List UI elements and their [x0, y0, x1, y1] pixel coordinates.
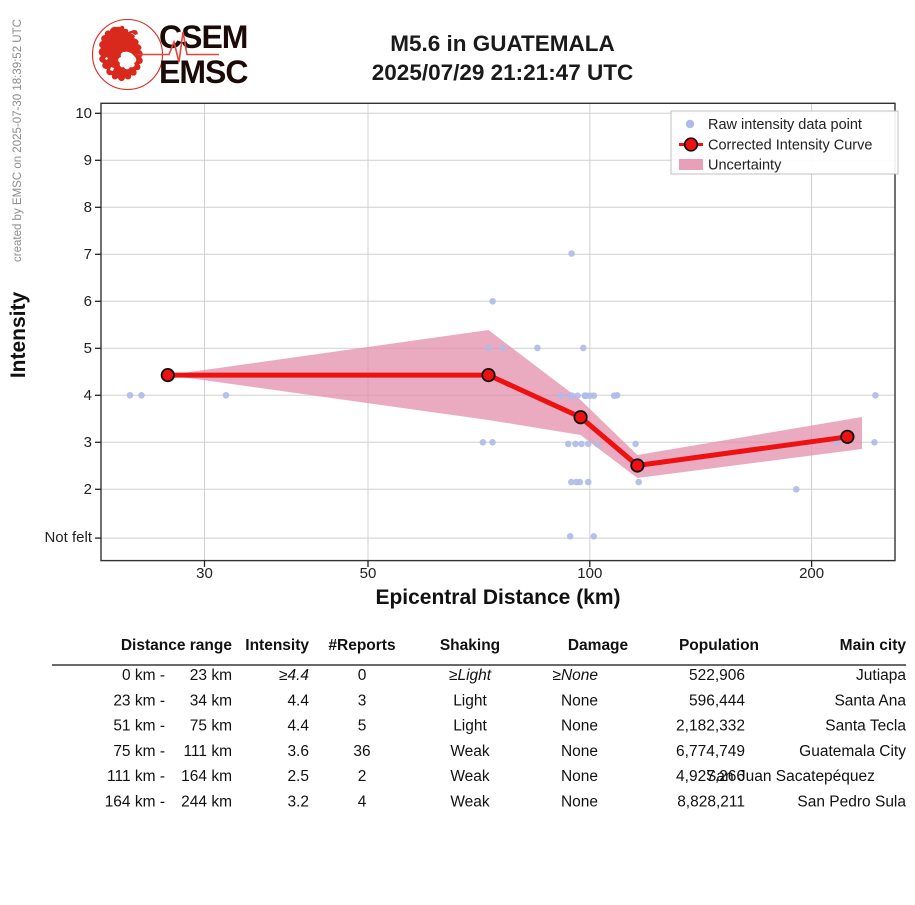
- svg-text:Jutiapa: Jutiapa: [856, 667, 906, 684]
- svg-text:San Pedro Sula: San Pedro Sula: [797, 794, 906, 811]
- svg-text:4.4: 4.4: [287, 718, 309, 735]
- svg-text:Weak: Weak: [450, 768, 490, 785]
- svg-text:Shaking: Shaking: [440, 637, 500, 654]
- svg-text:23 km -: 23 km -: [113, 692, 165, 709]
- svg-text:522,906: 522,906: [689, 667, 745, 684]
- svg-text:Light: Light: [453, 692, 487, 709]
- svg-text:≥4.4: ≥4.4: [279, 667, 309, 684]
- svg-text:Santa Ana: Santa Ana: [834, 692, 906, 709]
- svg-text:None: None: [561, 692, 598, 709]
- svg-text:None: None: [561, 743, 598, 760]
- svg-text:Weak: Weak: [450, 743, 490, 760]
- svg-text:6,774,749: 6,774,749: [676, 743, 745, 760]
- svg-text:Intensity: Intensity: [245, 637, 309, 654]
- svg-text:111 km -: 111 km -: [107, 768, 165, 785]
- svg-text:5: 5: [358, 718, 367, 735]
- svg-text:≥None: ≥None: [552, 667, 598, 684]
- svg-text:Weak: Weak: [450, 794, 490, 811]
- svg-text:23 km: 23 km: [190, 667, 232, 684]
- svg-text:2.5: 2.5: [287, 768, 309, 785]
- svg-text:None: None: [561, 768, 598, 785]
- svg-text:2: 2: [358, 768, 367, 785]
- svg-text:3: 3: [358, 692, 367, 709]
- svg-text:Main city: Main city: [840, 637, 907, 654]
- svg-text:Damage: Damage: [568, 637, 629, 654]
- svg-text:3.2: 3.2: [287, 794, 309, 811]
- svg-text:75 km -: 75 km -: [113, 743, 165, 760]
- svg-text:4: 4: [358, 794, 367, 811]
- svg-text:None: None: [561, 718, 598, 735]
- svg-text:Distance range: Distance range: [121, 637, 233, 654]
- svg-text:Population: Population: [679, 637, 759, 654]
- svg-text:3.6: 3.6: [287, 743, 309, 760]
- svg-text:None: None: [561, 794, 598, 811]
- svg-text:San Juan Sacatepéquez: San Juan Sacatepéquez: [706, 768, 875, 785]
- svg-text:#Reports: #Reports: [328, 637, 395, 654]
- svg-text:164 km -: 164 km -: [105, 794, 165, 811]
- svg-text:34 km: 34 km: [190, 692, 232, 709]
- svg-text:Guatemala City: Guatemala City: [799, 743, 906, 760]
- svg-text:Santa Tecla: Santa Tecla: [825, 718, 906, 735]
- svg-text:111 km: 111 km: [183, 743, 232, 760]
- svg-text:0 km -: 0 km -: [122, 667, 165, 684]
- svg-text:244 km: 244 km: [181, 794, 232, 811]
- svg-text:≥Light: ≥Light: [449, 667, 492, 684]
- svg-text:36: 36: [353, 743, 370, 760]
- svg-text:596,444: 596,444: [689, 692, 745, 709]
- svg-text:8,828,211: 8,828,211: [677, 794, 745, 811]
- svg-text:0: 0: [358, 667, 367, 684]
- svg-text:51 km -: 51 km -: [113, 718, 165, 735]
- svg-text:2,182,332: 2,182,332: [676, 718, 745, 735]
- svg-text:4.4: 4.4: [287, 692, 309, 709]
- svg-text:164 km: 164 km: [181, 768, 232, 785]
- svg-text:75 km: 75 km: [190, 718, 232, 735]
- svg-text:Light: Light: [453, 718, 487, 735]
